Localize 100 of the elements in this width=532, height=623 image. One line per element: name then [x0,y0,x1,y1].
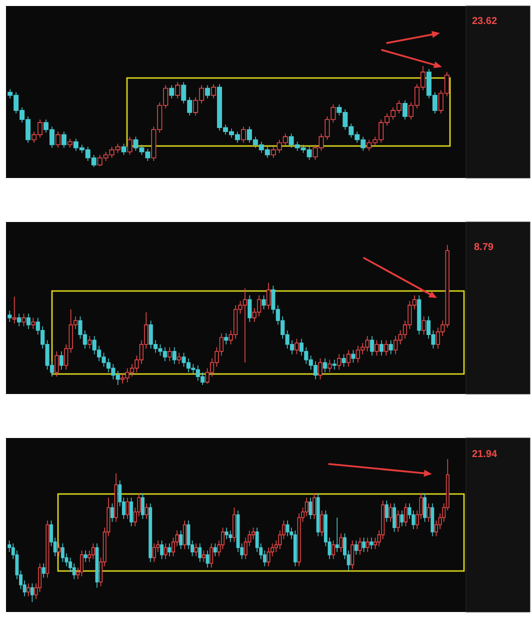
candlestick [198,542,202,562]
candlestick [175,82,180,99]
candlestick [374,340,379,356]
candlestick [121,143,126,156]
candlestick [182,520,186,550]
candlestick [388,502,392,522]
candlestick [308,497,312,520]
candlestick [320,510,324,537]
candlestick [61,131,66,148]
candlestick [312,492,316,520]
candlestick [262,295,266,310]
candlestick [194,542,198,557]
candlestick [335,517,339,552]
candlestick [31,317,36,330]
candlestick [12,296,16,324]
candlestick [164,542,168,560]
candlestick [346,350,351,368]
candlestick [379,340,384,356]
candlestick [169,84,174,99]
candlestick [67,138,72,148]
candlestick [384,500,388,522]
candlestick [206,550,210,568]
candlestick [388,340,393,355]
candlestick [54,351,59,377]
candlestick [224,332,228,345]
candlestick [366,537,370,552]
candlestick [362,537,366,552]
candlestick [160,540,164,560]
candlestick [266,547,270,567]
candlestick [57,542,61,557]
candlestick [248,295,252,322]
candlestick [30,583,34,602]
candlestick [286,520,290,537]
candlestick [211,84,216,99]
candlestick [168,542,172,557]
candlestick [332,540,336,560]
candlestick [328,359,332,373]
candlestick [130,497,134,527]
candlestick [337,354,342,370]
candlestick [402,100,408,120]
candlestick [240,126,246,144]
candlestick [91,542,95,560]
candlestick [213,542,217,557]
candlestick [350,540,354,570]
candlestick [141,492,144,520]
candlestick [339,532,343,552]
text: 8.79 [474,242,494,253]
candlestick [396,510,400,532]
candlestick [80,550,84,577]
candlestick [55,131,60,148]
candlestick [110,502,114,522]
candlestick [42,562,46,578]
candlestick [228,530,232,542]
candlestick [88,336,92,349]
candlestick [232,507,236,542]
candlestick [114,472,118,522]
candlestick [26,313,31,330]
candlestick [26,583,30,597]
text: 21.94 [472,449,498,460]
candlestick [152,542,156,562]
candlestick [400,510,404,527]
candlestick [148,502,152,562]
candlestick [95,542,99,588]
text: 23.62 [472,16,498,27]
candlestick [17,313,22,327]
candlestick [294,338,299,355]
candlestick [430,502,434,537]
candlestick [316,492,320,537]
candlestick [144,502,148,520]
candlestick [322,358,328,373]
candlestick [205,84,210,99]
candlestick [426,502,430,522]
candlestick [202,550,206,562]
candlestick [60,542,64,562]
candlestick [422,316,426,335]
candlestick [22,313,26,327]
candlestick [210,542,214,568]
candlestick [318,358,322,380]
candlestick [370,537,374,550]
candlestick [127,136,132,156]
candlestick [46,520,50,578]
candlestick [224,527,228,540]
candlestick [392,502,396,532]
candlestick [342,354,346,368]
candlestick [354,540,358,556]
candlestick [404,502,408,527]
candlestick [84,550,88,562]
candlestick [172,346,176,364]
candlestick [59,351,64,370]
candlestick [351,350,356,363]
candlestick [168,346,172,362]
candlestick [293,530,297,567]
candlestick [266,282,271,310]
candlestick [332,359,336,370]
candlestick [417,295,422,335]
candlestick [384,340,388,356]
candlestick [8,310,12,322]
candlestick [358,537,362,556]
candlestick [177,352,182,364]
candlestick [370,336,374,356]
